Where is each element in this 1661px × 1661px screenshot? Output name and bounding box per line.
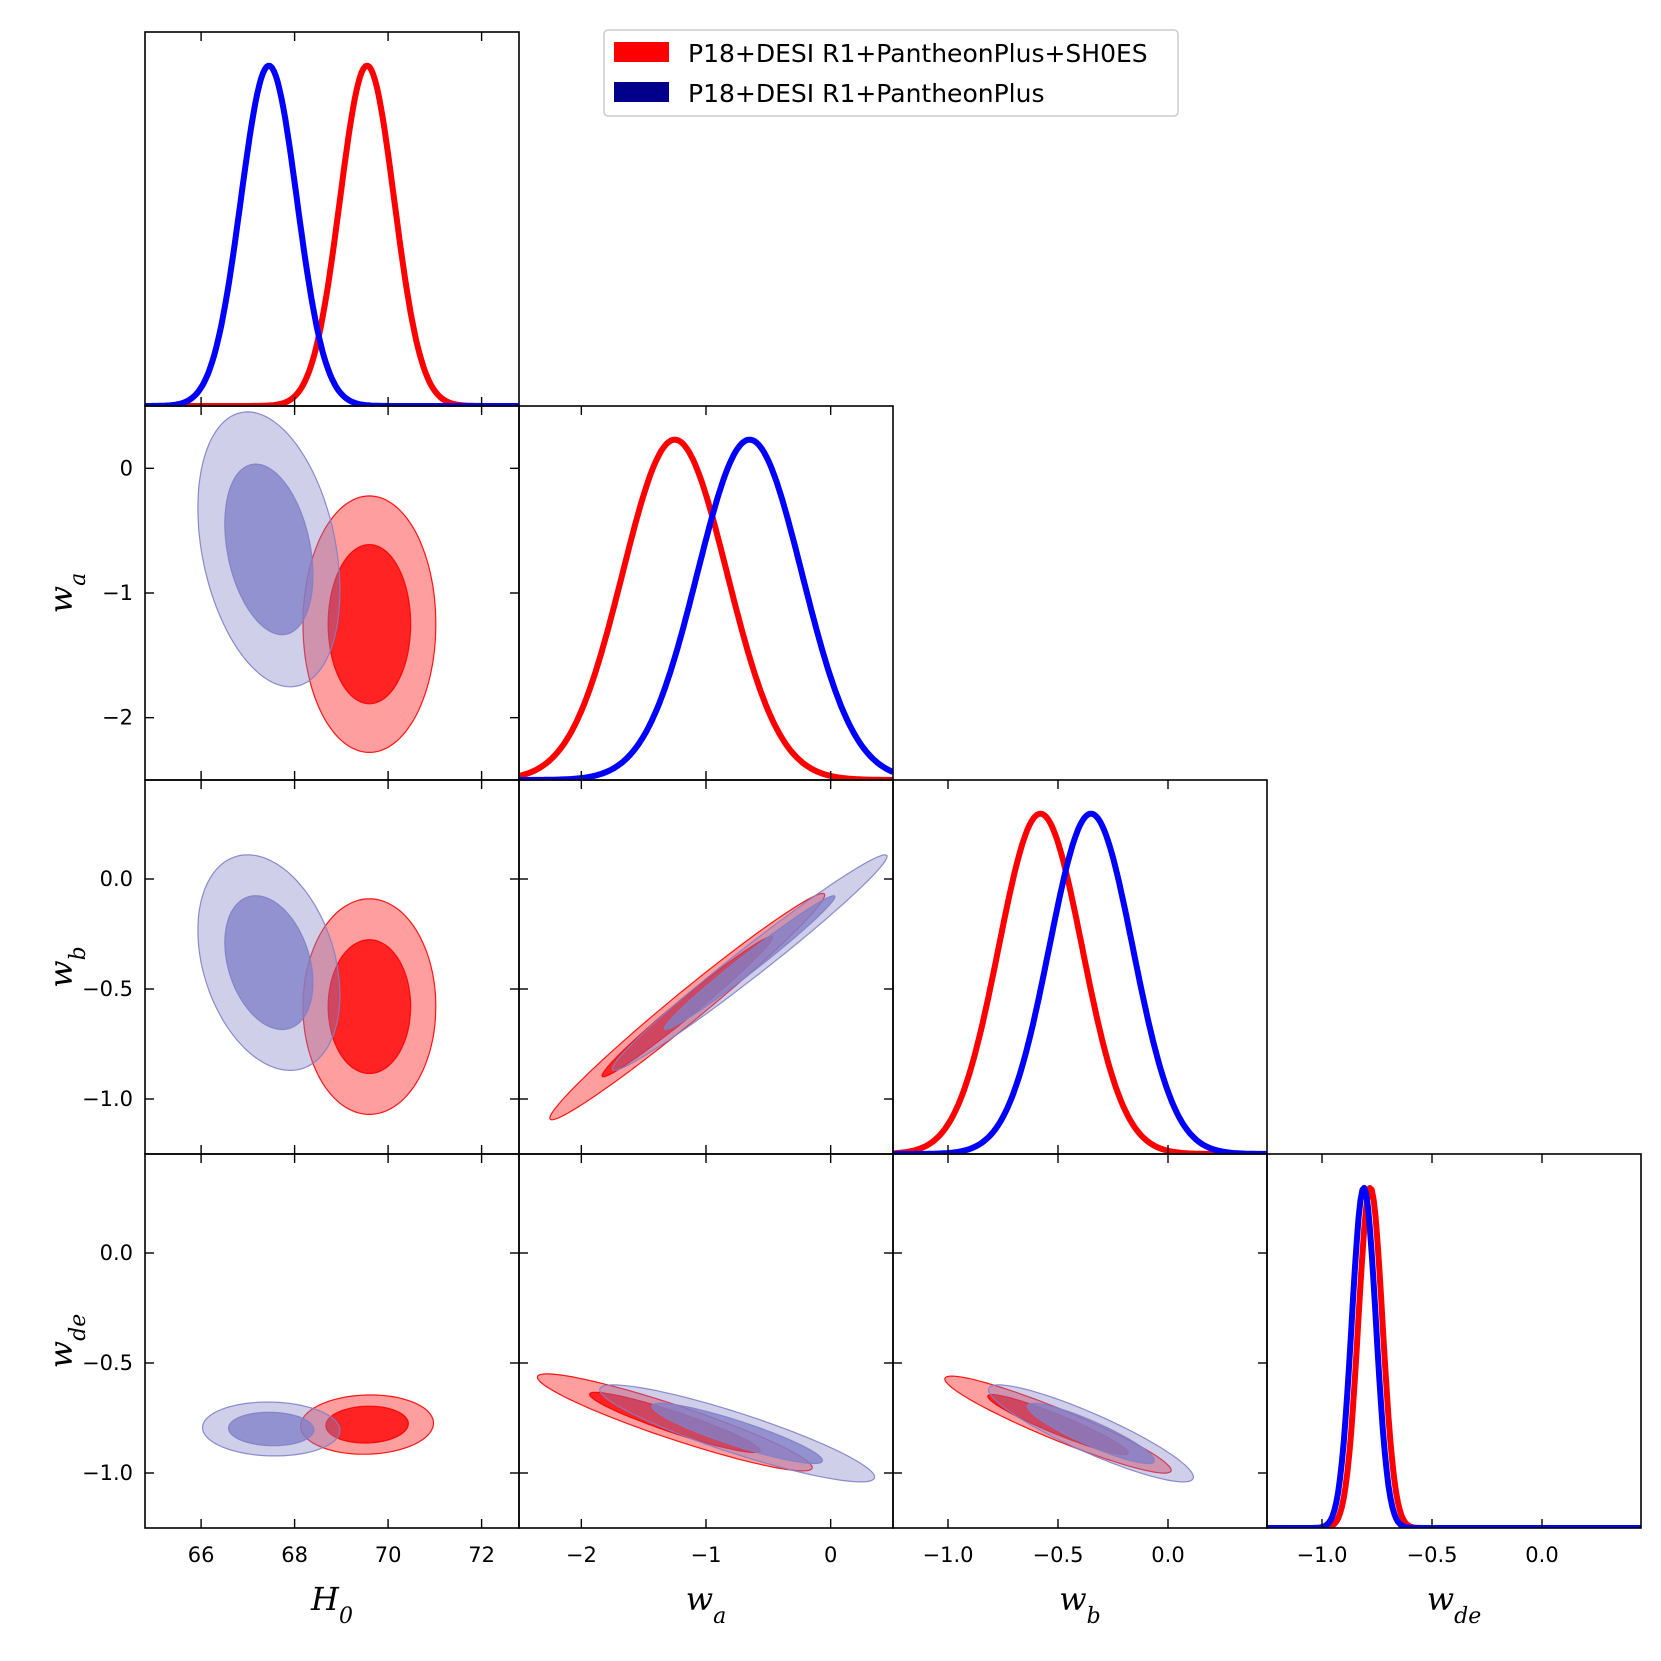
axis-label-wa: wa: [686, 1580, 727, 1629]
legend-swatch-red: [614, 42, 669, 62]
x-tick-label-H0: 70: [375, 1543, 402, 1567]
contour-68-wa-wde-series-1: [651, 1402, 824, 1465]
x-tick-label-wa: −2: [566, 1543, 597, 1567]
marginal-curve-H0-series-0: [145, 62, 519, 406]
axis-label-wb: wb: [1059, 1580, 1100, 1629]
marginal-curve-wb-series-0: [893, 810, 1267, 1154]
panel-frame-wb-wde: [892, 1153, 1268, 1529]
axis-label-wde: wde: [1427, 1580, 1482, 1629]
axis-label-H0: H0: [310, 1580, 353, 1629]
x-tick-label-wde: −1.0: [1297, 1543, 1348, 1567]
y-tick-label-wa: −1: [102, 581, 133, 605]
x-tick-label-wb: 0.0: [1151, 1543, 1184, 1567]
x-tick-label-wde: 0.0: [1525, 1543, 1558, 1567]
marginal-curve-H0-series-1: [145, 62, 519, 406]
contour-68-H0-wde-series-0: [325, 1405, 409, 1444]
marginal-curve-wb-series-1: [893, 810, 1267, 1154]
panel-frame-wde-wde: [1266, 1153, 1642, 1529]
contour-68-H0-wb-series-0: [327, 939, 412, 1075]
contour-68-H0-wa-series-0: [327, 543, 412, 705]
x-tick-label-H0: 68: [281, 1543, 308, 1567]
x-tick-label-wb: −0.5: [1033, 1543, 1084, 1567]
axes-layer: −2 −1 0 −1.0 −0.5 0.0 66 68 70 72 −1.0 −0.5 0.0 −2 −1 0…: [42, 31, 1642, 1629]
x-tick-label-H0: 66: [188, 1543, 215, 1567]
y-tick-label-wa: 0: [120, 456, 133, 480]
legend: P18+DESI R1+PantheonPlus+SH0ES P18+DESI …: [603, 29, 1179, 117]
axis-label-wb: wb: [42, 946, 91, 987]
marginal-curve-wde-series-0: [1267, 1185, 1641, 1528]
contour-68-wa-wb-series-1: [663, 895, 836, 1031]
y-tick-label-wb: −0.5: [82, 977, 133, 1001]
axis-label-wde: wde: [42, 1314, 91, 1369]
y-tick-label-wb: 0.0: [100, 867, 133, 891]
y-tick-label-wde: −0.5: [82, 1351, 133, 1375]
y-tick-label-wb: −1.0: [82, 1087, 133, 1111]
panel-frame-wb-wb: [892, 779, 1268, 1155]
legend-label-no-sh0es: P18+DESI R1+PantheonPlus: [688, 79, 1044, 108]
x-tick-label-wde: −0.5: [1407, 1543, 1458, 1567]
y-tick-label-wde: 0.0: [100, 1241, 133, 1265]
x-tick-label-H0: 72: [468, 1543, 495, 1567]
contour-68-H0-wa-series-1: [224, 463, 314, 636]
y-tick-label-wde: −1.0: [82, 1461, 133, 1485]
contour-68-H0-wb-series-1: [224, 895, 314, 1031]
x-tick-label-wa: 0: [824, 1543, 837, 1567]
x-tick-label-wa: −1: [691, 1543, 722, 1567]
legend-frame: [603, 29, 1179, 117]
panel-frame-H0-H0: [144, 31, 520, 407]
panel-frame-H0-wde: [144, 1153, 520, 1529]
marginal-curve-wa-series-0: [519, 436, 893, 780]
contour-68-wb-wde-series-1: [1026, 1402, 1156, 1465]
x-tick-label-wb: −1.0: [923, 1543, 974, 1567]
y-tick-label-wa: −2: [102, 706, 133, 730]
contour-layer: [197, 411, 1195, 1483]
contour-68-H0-wde-series-1: [228, 1411, 315, 1447]
legend-label-sh0es: P18+DESI R1+PantheonPlus+SH0ES: [688, 39, 1148, 68]
marginal-curve-wde-series-1: [1267, 1184, 1641, 1528]
legend-swatch-blue: [614, 82, 669, 102]
axis-label-wa: wa: [42, 573, 91, 614]
